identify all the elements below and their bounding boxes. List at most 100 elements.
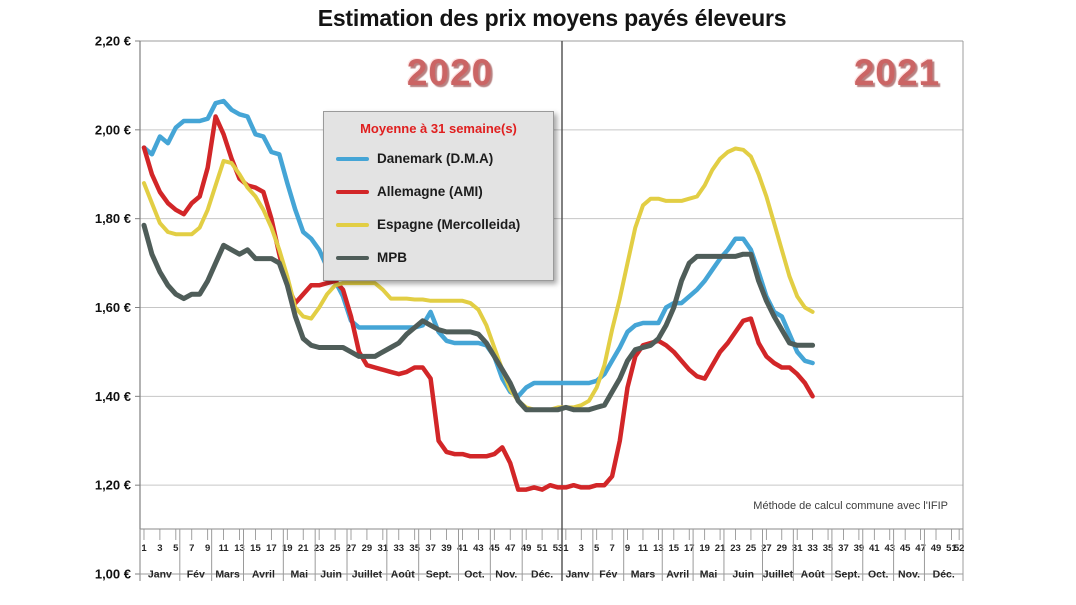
- month-label: Oct.: [464, 569, 485, 581]
- y-tick-label: 1,60 €: [95, 300, 131, 315]
- legend-item-espagne: Espagne (Mercolleida): [324, 208, 553, 241]
- danemark-line-swatch-icon: [336, 156, 369, 161]
- legend-label: MPB: [377, 250, 407, 265]
- month-label: Mars: [215, 569, 240, 581]
- week-number-label: 1: [563, 543, 569, 554]
- legend-label: Danemark (D.M.A): [377, 151, 494, 166]
- week-number-label: 11: [638, 543, 649, 554]
- week-number-label: 39: [854, 543, 865, 554]
- week-number-label: 43: [473, 543, 484, 554]
- month-label: Mai: [290, 569, 308, 581]
- week-number-label: 25: [746, 543, 757, 554]
- week-number-label: 3: [157, 543, 162, 554]
- month-label: Mars: [631, 569, 656, 581]
- month-label: Juin: [320, 569, 342, 581]
- month-label: Fév: [187, 569, 205, 581]
- month-label: Janv: [565, 569, 589, 581]
- month-label: Juillet: [352, 569, 383, 581]
- week-number-label: 52: [954, 543, 965, 554]
- week-number-label: 51: [946, 543, 957, 554]
- week-number-label: 51: [537, 543, 548, 554]
- week-number-label: 21: [715, 543, 726, 554]
- week-number-label: 17: [266, 543, 277, 554]
- y-tick-label: 1,40 €: [95, 389, 131, 404]
- week-number-label: 13: [653, 543, 664, 554]
- y-tick-label: 1,20 €: [95, 478, 131, 493]
- week-number-label: 17: [684, 543, 695, 554]
- week-number-label: 19: [282, 543, 293, 554]
- week-number-label: 19: [699, 543, 710, 554]
- series-line-danemark-d-m-a: [141, 98, 815, 399]
- legend-label: Allemagne (AMI): [377, 184, 483, 199]
- week-number-label: 35: [823, 543, 834, 554]
- mpb-line-swatch-icon: [336, 255, 369, 260]
- week-number-label: 33: [807, 543, 818, 554]
- month-label: Fév: [599, 569, 617, 581]
- month-label: Nov.: [898, 569, 920, 581]
- week-number-label: 3: [579, 543, 584, 554]
- week-number-label: 5: [173, 543, 179, 554]
- week-number-label: 25: [330, 543, 341, 554]
- week-number-label: 29: [776, 543, 787, 554]
- week-number-label: 47: [915, 543, 926, 554]
- week-number-label: 49: [521, 543, 532, 554]
- week-number-label: 7: [189, 543, 194, 554]
- week-number-label: 41: [457, 543, 468, 554]
- legend: Moyenne à 31 semaine(s) Danemark (D.M.A)…: [323, 111, 554, 281]
- y-tick-label: 1,80 €: [95, 211, 131, 226]
- week-number-label: 53: [553, 543, 564, 554]
- year-label-2021: 2021: [853, 52, 941, 93]
- month-label: Avril: [252, 569, 275, 581]
- month-label: Déc.: [531, 569, 553, 581]
- week-number-label: 23: [730, 543, 741, 554]
- week-number-label: 21: [298, 543, 309, 554]
- legend-title: Moyenne à 31 semaine(s): [360, 121, 517, 136]
- week-number-label: 41: [869, 543, 880, 554]
- legend-label: Espagne (Mercolleida): [377, 217, 521, 232]
- month-label: Juillet: [763, 569, 794, 581]
- month-label: Janv: [148, 569, 172, 581]
- series-line-espagne-mercolleida: [142, 146, 815, 412]
- week-number-label: 29: [362, 543, 373, 554]
- method-note: Méthode de calcul commune avec l'IFIP: [753, 500, 948, 512]
- week-number-label: 9: [205, 543, 210, 554]
- month-label: Août: [391, 569, 415, 581]
- y-tick-label: 1,00 €: [95, 567, 131, 582]
- week-number-label: 37: [425, 543, 436, 554]
- month-label: Juin: [732, 569, 754, 581]
- month-label: Oct.: [868, 569, 889, 581]
- month-label: Déc.: [933, 569, 955, 581]
- espagne-line-swatch-icon: [336, 222, 369, 227]
- legend-item-danemark: Danemark (D.M.A): [324, 142, 553, 175]
- week-number-label: 45: [900, 543, 911, 554]
- month-label: Août: [801, 569, 825, 581]
- week-number-label: 43: [884, 543, 895, 554]
- series-line-mpb: [141, 222, 816, 413]
- year-label-2020: 2020: [406, 52, 494, 93]
- week-number-label: 37: [838, 543, 849, 554]
- week-number-label: 1: [141, 543, 147, 554]
- month-label: Nov.: [495, 569, 517, 581]
- week-number-label: 9: [625, 543, 630, 554]
- page-title: Estimation des prix moyens payés éleveur…: [317, 5, 787, 31]
- allemagne-line-swatch-icon: [336, 189, 369, 194]
- week-number-label: 7: [609, 543, 614, 554]
- legend-item-allemagne: Allemagne (AMI): [324, 175, 553, 208]
- week-number-label: 15: [250, 543, 261, 554]
- week-number-label: 31: [378, 543, 389, 554]
- y-tick-label: 2,00 €: [95, 122, 131, 137]
- month-label: Sept.: [426, 569, 452, 581]
- week-number-label: 33: [393, 543, 404, 554]
- week-number-label: 23: [314, 543, 325, 554]
- week-number-label: 35: [409, 543, 420, 554]
- week-number-label: 31: [792, 543, 803, 554]
- week-number-label: 27: [761, 543, 772, 554]
- week-number-label: 27: [346, 543, 357, 554]
- week-number-label: 5: [594, 543, 600, 554]
- week-number-label: 49: [931, 543, 942, 554]
- y-tick-label: 2,20 €: [95, 34, 131, 49]
- series-line-allemagne-ami: [141, 114, 815, 492]
- legend-item-mpb: MPB: [324, 241, 553, 274]
